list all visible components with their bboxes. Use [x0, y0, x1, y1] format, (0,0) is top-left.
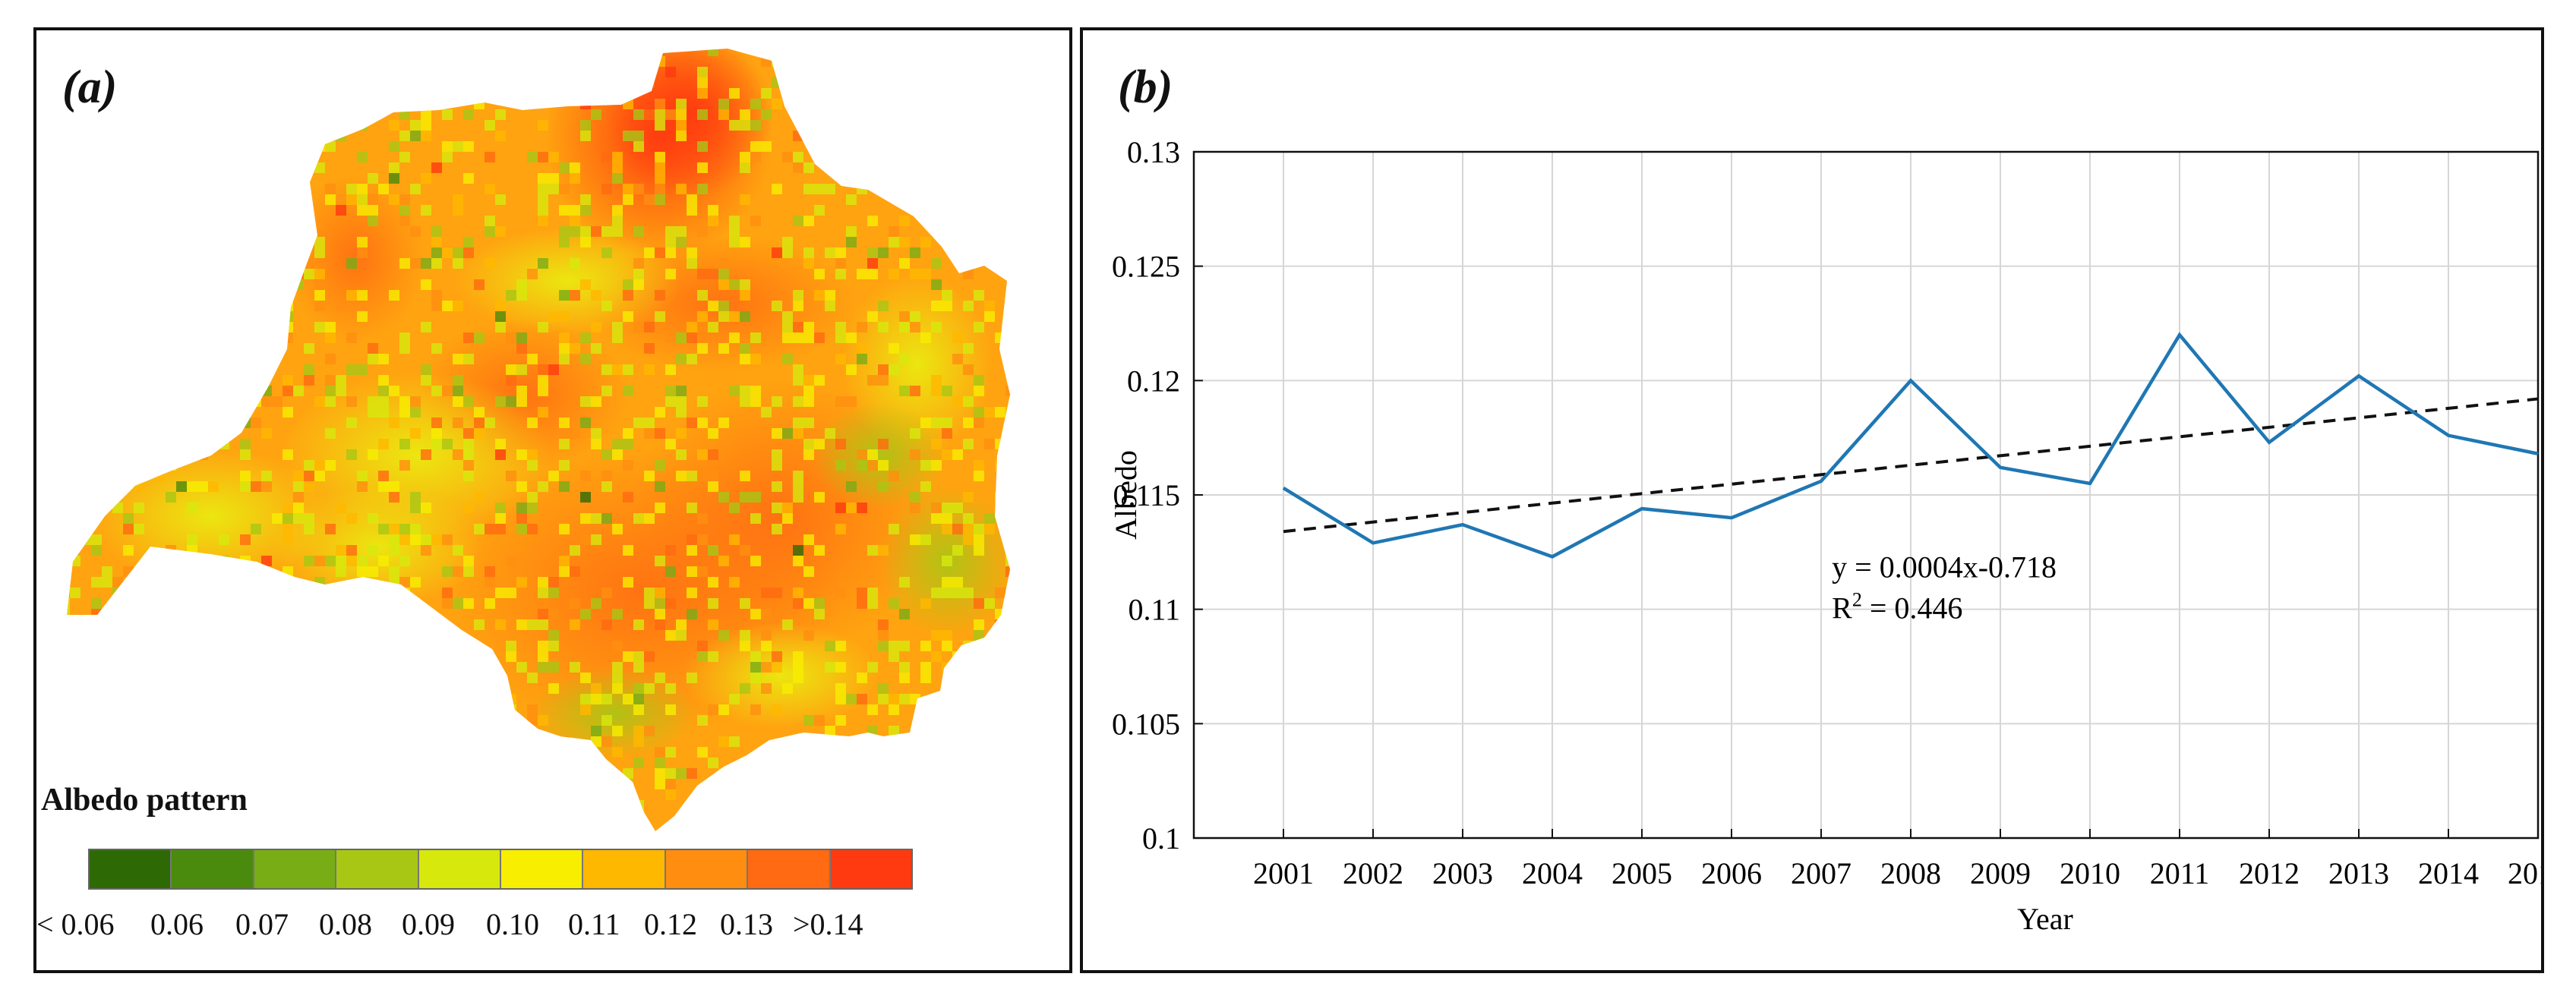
x-tick-label: 2003	[1432, 856, 1493, 890]
legend-label-7: 0.12	[644, 907, 697, 941]
x-tick-label: 2001	[1253, 856, 1314, 890]
r-squared-annotation: R2 = 0.446	[1832, 589, 1962, 625]
x-tick-label: 2014	[2418, 856, 2479, 890]
y-tick-label: 0.105	[1112, 707, 1180, 741]
albedo-map	[67, 49, 1010, 831]
x-tick-label: 2002	[1343, 856, 1403, 890]
x-tick-label: 2010	[2060, 856, 2120, 890]
data-point	[2268, 442, 2270, 443]
y-tick-label: 0.115	[1113, 478, 1180, 512]
legend-label-5: 0.10	[486, 907, 539, 941]
legend-label-0: < 0.06	[36, 907, 115, 941]
legend-label-1: 0.06	[150, 907, 204, 941]
x-tick-label: 2004	[1522, 856, 1583, 890]
data-point	[2000, 467, 2001, 468]
data-point	[2089, 483, 2091, 484]
data-point	[2358, 375, 2360, 377]
legend-swatch-0	[90, 850, 172, 888]
legend-label-2: 0.07	[235, 907, 289, 941]
y-tick-label: 0.11	[1128, 593, 1180, 627]
legend-label-3: 0.08	[319, 907, 372, 941]
data-point	[1283, 487, 1284, 489]
data-point	[1372, 542, 1374, 544]
panel-b-albedo-trend: (b) 0.1 0.105 0.11 0.115 0.12 0.125 0.13 2001 2…	[1080, 27, 2544, 973]
data-point	[2448, 435, 2449, 436]
legend-label-6: 0.11	[568, 907, 620, 941]
y-axis-label: Albedo	[1109, 450, 1143, 540]
legend-title: Albedo pattern	[41, 783, 248, 818]
y-tick-label: 0.12	[1127, 364, 1180, 398]
x-tick-label: 2012	[2239, 856, 2300, 890]
panel-a-label: (a)	[62, 61, 118, 113]
legend-swatch-2	[254, 850, 337, 888]
legend-label-4: 0.09	[402, 907, 455, 941]
x-tick-label: 2008	[1880, 856, 1941, 890]
legend-labels: < 0.06 0.06 0.07 0.08 0.09 0.10 0.11 0.12 0.13 >0…	[36, 906, 1024, 944]
legend-swatch-9	[830, 850, 912, 888]
x-tick-label: 2007	[1791, 856, 1852, 890]
albedo-raster	[67, 49, 1010, 831]
legend-swatch-3	[336, 850, 419, 888]
x-tick-label: 2011	[2150, 856, 2210, 890]
x-tick-label: 2006	[1701, 856, 1762, 890]
data-point	[1552, 556, 1553, 557]
legend-colorbar	[88, 849, 913, 890]
y-tick-label: 0.13	[1127, 135, 1180, 169]
legend-label-8: 0.13	[720, 907, 773, 941]
x-tick-label: 2005	[1612, 856, 1672, 890]
x-tick-label: 2013	[2328, 856, 2389, 890]
panel-a-albedo-map: (a)	[33, 27, 1072, 973]
y-tick-label: 0.125	[1112, 250, 1180, 284]
albedo-line-chart: 0.1 0.105 0.11 0.115 0.12 0.125 0.13 2001 2002 2…	[1109, 135, 2541, 936]
x-tick-label: 2009	[1970, 856, 2031, 890]
legend-swatch-7	[665, 850, 749, 888]
panel-b-label: (b)	[1118, 61, 1173, 113]
x-tick-label: 2015	[2508, 856, 2541, 890]
y-tick-label: 0.1	[1142, 821, 1180, 855]
legend-swatch-4	[418, 850, 502, 888]
legend-label-9: >0.14	[793, 907, 863, 941]
data-point	[2537, 453, 2539, 455]
legend-swatch-5	[501, 850, 584, 888]
trend-line	[1283, 397, 2539, 534]
legend-swatch-1	[172, 850, 254, 888]
regression-equation: y = 0.0004x-0.718	[1832, 550, 2057, 584]
x-axis-label: Year	[2017, 902, 2073, 936]
legend-swatch-6	[583, 850, 666, 888]
legend-swatch-8	[748, 850, 831, 888]
